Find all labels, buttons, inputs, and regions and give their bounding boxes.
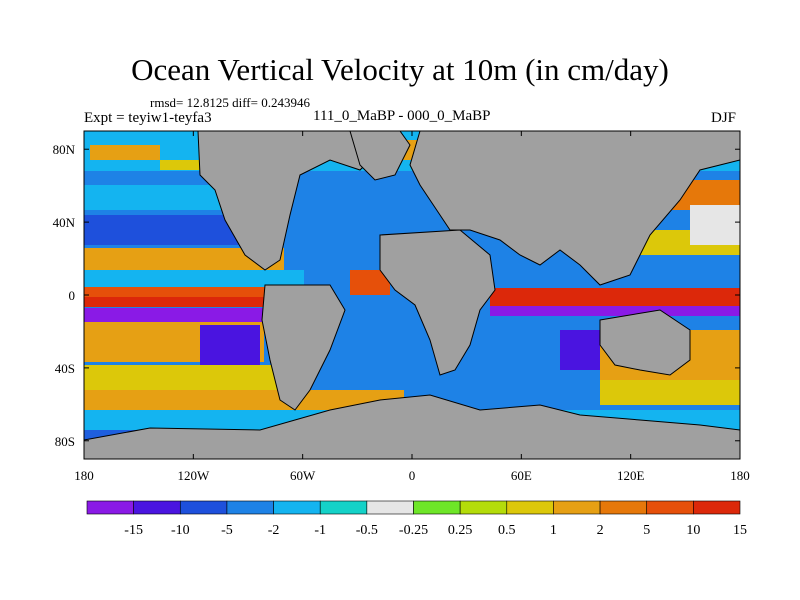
colorbar-label: 0.25 xyxy=(448,523,473,538)
south-america xyxy=(261,284,346,411)
y-tick-label: 40N xyxy=(53,215,76,230)
colorbar-swatch xyxy=(646,500,694,515)
x-tick-label: 120E xyxy=(617,468,645,483)
stats-text: rmsd= 12.8125 diff= 0.243946 xyxy=(150,95,310,110)
x-tick-label: 180 xyxy=(74,468,94,483)
colorbar-swatch xyxy=(693,500,741,515)
eurasia xyxy=(409,131,740,286)
colorbar-label: 1 xyxy=(550,523,557,538)
x-tick-label: 60E xyxy=(511,468,532,483)
colorbar-label: -5 xyxy=(221,523,233,538)
australia xyxy=(599,309,691,376)
colorbar-swatch xyxy=(179,500,228,515)
colorbar-swatch xyxy=(413,500,461,515)
greenland xyxy=(349,131,411,181)
land-masses xyxy=(84,131,740,459)
colorbar-label: -1 xyxy=(314,523,326,538)
colorbar-swatch xyxy=(599,500,648,515)
x-tick-label: 120W xyxy=(177,468,210,483)
colorbar-label: -15 xyxy=(124,523,143,538)
y-tick-label: 40S xyxy=(55,361,75,376)
colorbar-label: -10 xyxy=(171,523,190,538)
map-panel xyxy=(84,131,740,459)
subtitle: 111_0_MaBP - 000_0_MaBP xyxy=(313,108,491,124)
y-tick-label: 0 xyxy=(69,288,76,303)
x-tick-label: 0 xyxy=(409,468,416,483)
colorbar-label: 15 xyxy=(733,523,747,538)
antarctica xyxy=(84,394,740,459)
colorbar-swatch xyxy=(226,500,274,515)
colorbar-label: 5 xyxy=(643,523,650,538)
africa xyxy=(379,229,496,376)
x-tick-label: 60W xyxy=(290,468,316,483)
colorbar-label: 2 xyxy=(597,523,604,538)
colorbar-label: 10 xyxy=(686,523,700,538)
colorbar-label: 0.5 xyxy=(498,523,516,538)
map-axes: 180 120W 60W 0 60E 120E 180 80N 40N 0 40S 80S xyxy=(53,131,750,483)
colorbar-swatch xyxy=(273,500,321,515)
x-tick-label: 180 xyxy=(730,468,750,483)
y-tick-label: 80S xyxy=(55,434,75,449)
colorbar-label: -0.5 xyxy=(356,523,378,538)
colorbar-swatch xyxy=(366,500,414,515)
experiment-label: Expt = teyiw1-teyfa3 xyxy=(84,110,212,126)
colorbar: -15 -10 -5 -2 -1 -0.5 -0.25 0.25 0.5 1 2 5 10 15 xyxy=(86,500,747,538)
colorbar-swatch xyxy=(459,500,508,515)
y-tick-label: 80N xyxy=(53,142,76,157)
colorbar-swatch xyxy=(506,500,554,515)
colorbar-swatch xyxy=(86,500,134,515)
colorbar-swatch xyxy=(133,500,181,515)
colorbar-swatch xyxy=(319,500,368,515)
colorbar-label: -0.25 xyxy=(399,523,428,538)
colorbar-label: -2 xyxy=(268,523,280,538)
map-title: Ocean Vertical Velocity at 10m (in cm/da… xyxy=(131,52,669,87)
colorbar-swatch xyxy=(553,500,601,515)
season-label: DJF xyxy=(711,110,737,126)
